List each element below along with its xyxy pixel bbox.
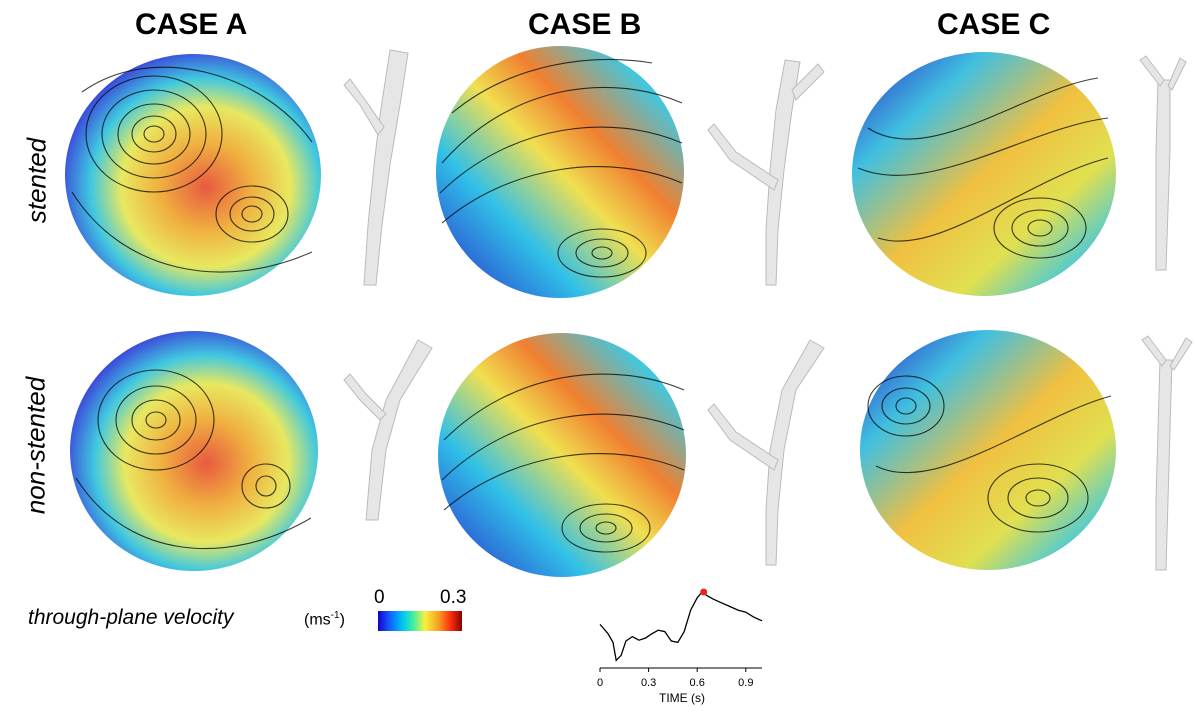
waveform-line: [599, 591, 763, 662]
streamline-panel-case-b-non-stented: [438, 333, 686, 577]
waveform-x-tick-label: 0.3: [641, 677, 656, 689]
streamline-panel-case-c-stented: [852, 52, 1116, 296]
colorbar-min-label: 0: [374, 587, 385, 608]
streamline-panel-case-c-non-stented: [860, 330, 1116, 570]
row-label-stented: stented: [21, 137, 52, 224]
case-a-title: CASE A: [135, 8, 248, 41]
flow-waveform-chart: 0 0.3 0.6 0.9 TIME (s): [597, 588, 763, 705]
vessel-model-case-c-stented: [1139, 55, 1187, 271]
row-label-non-stented: non-stented: [20, 376, 51, 515]
streamline-panel-case-a-stented: [65, 54, 321, 296]
vessel-model-case-b-stented: [707, 59, 825, 286]
waveform-x-axis-title: TIME (s): [659, 691, 705, 705]
streamline-panel-case-b-stented: [436, 46, 684, 298]
velocity-colorbar: [378, 611, 462, 631]
vessel-model-case-a-stented: [343, 49, 409, 286]
case-b-title: CASE B: [528, 8, 642, 41]
legend-unit-exp: -1: [330, 610, 340, 621]
case-c-title: CASE C: [937, 8, 1051, 41]
waveform-x-tick-label: 0.9: [738, 677, 753, 689]
legend-label: through-plane velocity: [28, 606, 234, 629]
vessel-model-case-b-non-stented: [707, 339, 825, 566]
waveform-x-tick-label: 0.6: [690, 677, 705, 689]
legend-unit-close: ): [339, 611, 345, 629]
legend-unit-base: (ms: [304, 611, 331, 629]
streamline-panel-case-a-non-stented: [70, 331, 318, 571]
vessel-model-case-a-non-stented: [343, 339, 433, 521]
waveform-peak-marker: [700, 588, 708, 596]
waveform-x-tick-label: 0: [597, 677, 603, 689]
vessel-model-case-c-non-stented: [1141, 335, 1193, 571]
legend-unit: (ms-1): [304, 610, 345, 629]
colorbar-max-label: 0.3: [440, 587, 467, 608]
